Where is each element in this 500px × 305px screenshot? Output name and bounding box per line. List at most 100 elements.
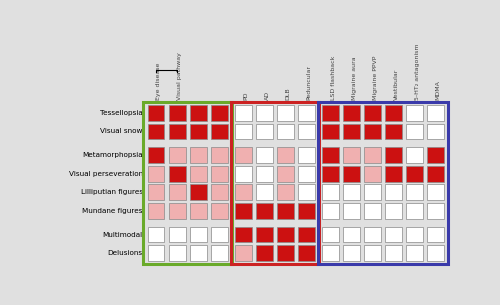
Text: MDMA: MDMA	[436, 81, 440, 100]
FancyBboxPatch shape	[148, 105, 164, 121]
FancyBboxPatch shape	[190, 124, 206, 139]
FancyBboxPatch shape	[256, 105, 272, 121]
Text: Lilliputian figures: Lilliputian figures	[80, 189, 142, 195]
FancyBboxPatch shape	[364, 166, 381, 181]
Bar	[230, 102, 320, 264]
FancyBboxPatch shape	[256, 245, 272, 261]
FancyBboxPatch shape	[256, 185, 272, 200]
FancyBboxPatch shape	[256, 227, 272, 242]
FancyBboxPatch shape	[364, 185, 381, 200]
FancyBboxPatch shape	[169, 105, 186, 121]
FancyBboxPatch shape	[386, 124, 402, 139]
FancyBboxPatch shape	[190, 203, 206, 219]
FancyBboxPatch shape	[322, 124, 339, 139]
FancyBboxPatch shape	[148, 245, 164, 261]
FancyBboxPatch shape	[278, 124, 293, 139]
FancyBboxPatch shape	[344, 203, 360, 219]
FancyBboxPatch shape	[211, 147, 228, 163]
FancyBboxPatch shape	[344, 245, 360, 261]
FancyBboxPatch shape	[148, 227, 164, 242]
FancyBboxPatch shape	[211, 166, 228, 181]
Bar	[144, 102, 232, 264]
FancyBboxPatch shape	[211, 227, 228, 242]
FancyBboxPatch shape	[322, 166, 339, 181]
FancyBboxPatch shape	[322, 105, 339, 121]
Bar	[318, 102, 448, 264]
FancyBboxPatch shape	[406, 227, 423, 242]
FancyBboxPatch shape	[148, 166, 164, 181]
Text: Eye disease: Eye disease	[156, 63, 162, 100]
FancyBboxPatch shape	[236, 203, 252, 219]
FancyBboxPatch shape	[278, 166, 293, 181]
FancyBboxPatch shape	[190, 185, 206, 200]
FancyBboxPatch shape	[406, 105, 423, 121]
FancyBboxPatch shape	[169, 124, 186, 139]
Text: DLB: DLB	[286, 88, 290, 100]
FancyBboxPatch shape	[298, 245, 314, 261]
Text: AD: AD	[264, 92, 270, 100]
FancyBboxPatch shape	[428, 227, 444, 242]
FancyBboxPatch shape	[298, 227, 314, 242]
FancyBboxPatch shape	[236, 245, 252, 261]
FancyBboxPatch shape	[278, 203, 293, 219]
FancyBboxPatch shape	[344, 147, 360, 163]
FancyBboxPatch shape	[344, 124, 360, 139]
FancyBboxPatch shape	[322, 203, 339, 219]
FancyBboxPatch shape	[256, 124, 272, 139]
FancyBboxPatch shape	[344, 166, 360, 181]
FancyBboxPatch shape	[428, 185, 444, 200]
FancyBboxPatch shape	[278, 185, 293, 200]
FancyBboxPatch shape	[344, 227, 360, 242]
FancyBboxPatch shape	[364, 203, 381, 219]
FancyBboxPatch shape	[406, 124, 423, 139]
FancyBboxPatch shape	[298, 147, 314, 163]
FancyBboxPatch shape	[406, 166, 423, 181]
FancyBboxPatch shape	[236, 124, 252, 139]
FancyBboxPatch shape	[386, 147, 402, 163]
FancyBboxPatch shape	[211, 245, 228, 261]
FancyBboxPatch shape	[169, 185, 186, 200]
FancyBboxPatch shape	[364, 124, 381, 139]
FancyBboxPatch shape	[386, 245, 402, 261]
FancyBboxPatch shape	[322, 245, 339, 261]
FancyBboxPatch shape	[322, 147, 339, 163]
FancyBboxPatch shape	[298, 203, 314, 219]
FancyBboxPatch shape	[386, 227, 402, 242]
FancyBboxPatch shape	[428, 105, 444, 121]
FancyBboxPatch shape	[256, 147, 272, 163]
FancyBboxPatch shape	[278, 105, 293, 121]
FancyBboxPatch shape	[148, 124, 164, 139]
FancyBboxPatch shape	[236, 185, 252, 200]
FancyBboxPatch shape	[169, 166, 186, 181]
FancyBboxPatch shape	[322, 185, 339, 200]
FancyBboxPatch shape	[344, 185, 360, 200]
Text: Delusions: Delusions	[108, 250, 142, 256]
FancyBboxPatch shape	[236, 227, 252, 242]
FancyBboxPatch shape	[169, 147, 186, 163]
FancyBboxPatch shape	[406, 245, 423, 261]
FancyBboxPatch shape	[169, 245, 186, 261]
FancyBboxPatch shape	[364, 147, 381, 163]
FancyBboxPatch shape	[298, 124, 314, 139]
FancyBboxPatch shape	[211, 203, 228, 219]
FancyBboxPatch shape	[322, 227, 339, 242]
FancyBboxPatch shape	[364, 227, 381, 242]
FancyBboxPatch shape	[190, 166, 206, 181]
Text: Visual pathway: Visual pathway	[178, 52, 182, 100]
FancyBboxPatch shape	[344, 105, 360, 121]
Text: Tessellopsia: Tessellopsia	[100, 110, 142, 116]
FancyBboxPatch shape	[148, 147, 164, 163]
FancyBboxPatch shape	[298, 105, 314, 121]
FancyBboxPatch shape	[386, 185, 402, 200]
FancyBboxPatch shape	[190, 147, 206, 163]
Text: Visual perseveration: Visual perseveration	[68, 171, 142, 177]
FancyBboxPatch shape	[406, 203, 423, 219]
Text: LSD flashback: LSD flashback	[330, 56, 336, 100]
FancyBboxPatch shape	[169, 203, 186, 219]
Text: 5-HT₂ antagonism: 5-HT₂ antagonism	[414, 44, 420, 100]
FancyBboxPatch shape	[148, 185, 164, 200]
FancyBboxPatch shape	[386, 203, 402, 219]
FancyBboxPatch shape	[298, 185, 314, 200]
FancyBboxPatch shape	[169, 227, 186, 242]
FancyBboxPatch shape	[190, 105, 206, 121]
